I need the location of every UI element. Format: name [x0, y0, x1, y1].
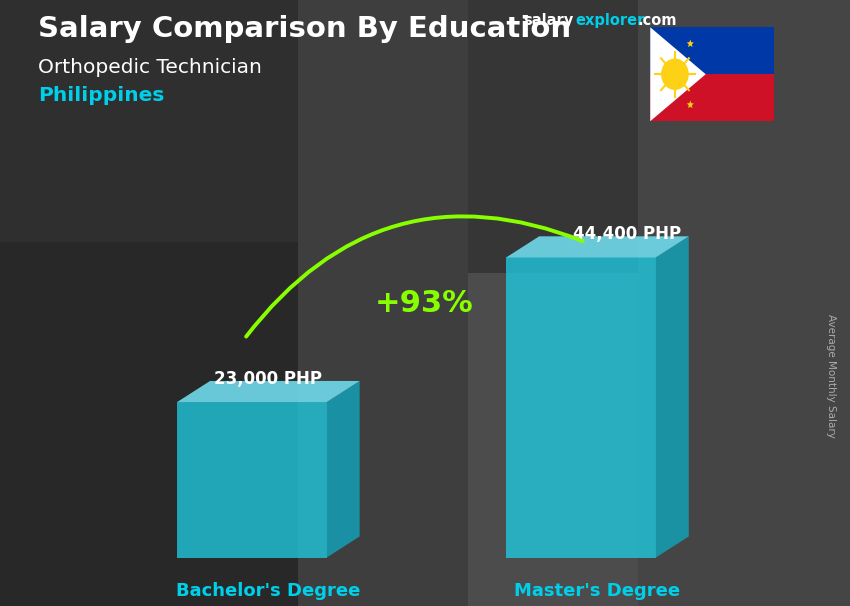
FancyBboxPatch shape — [646, 22, 778, 126]
Polygon shape — [507, 258, 656, 558]
Text: Master's Degree: Master's Degree — [514, 582, 681, 600]
Bar — [0, 0, 298, 606]
Bar — [468, 0, 638, 273]
Text: Orthopedic Technician: Orthopedic Technician — [38, 58, 262, 76]
Text: 23,000 PHP: 23,000 PHP — [214, 370, 322, 388]
Text: .com: .com — [638, 13, 677, 28]
Polygon shape — [656, 236, 689, 558]
Text: salary: salary — [523, 13, 573, 28]
Bar — [638, 0, 850, 606]
Polygon shape — [507, 236, 688, 258]
Text: Average Monthly Salary: Average Monthly Salary — [826, 314, 836, 438]
Text: explorer: explorer — [575, 13, 645, 28]
FancyArrowPatch shape — [246, 216, 582, 336]
Polygon shape — [177, 402, 326, 558]
Polygon shape — [177, 381, 360, 402]
Bar — [298, 0, 468, 606]
Polygon shape — [650, 75, 774, 121]
Text: Bachelor's Degree: Bachelor's Degree — [176, 582, 360, 600]
Bar — [0, 0, 298, 242]
Polygon shape — [650, 27, 706, 121]
Bar — [468, 273, 638, 606]
Polygon shape — [641, 70, 648, 78]
Text: +93%: +93% — [375, 289, 473, 318]
Circle shape — [662, 59, 688, 89]
Polygon shape — [326, 381, 360, 558]
Text: 44,400 PHP: 44,400 PHP — [574, 225, 682, 244]
Text: Salary Comparison By Education: Salary Comparison By Education — [38, 15, 571, 43]
Polygon shape — [687, 39, 694, 47]
Text: Philippines: Philippines — [38, 86, 165, 105]
Polygon shape — [650, 27, 774, 75]
Polygon shape — [687, 101, 694, 108]
